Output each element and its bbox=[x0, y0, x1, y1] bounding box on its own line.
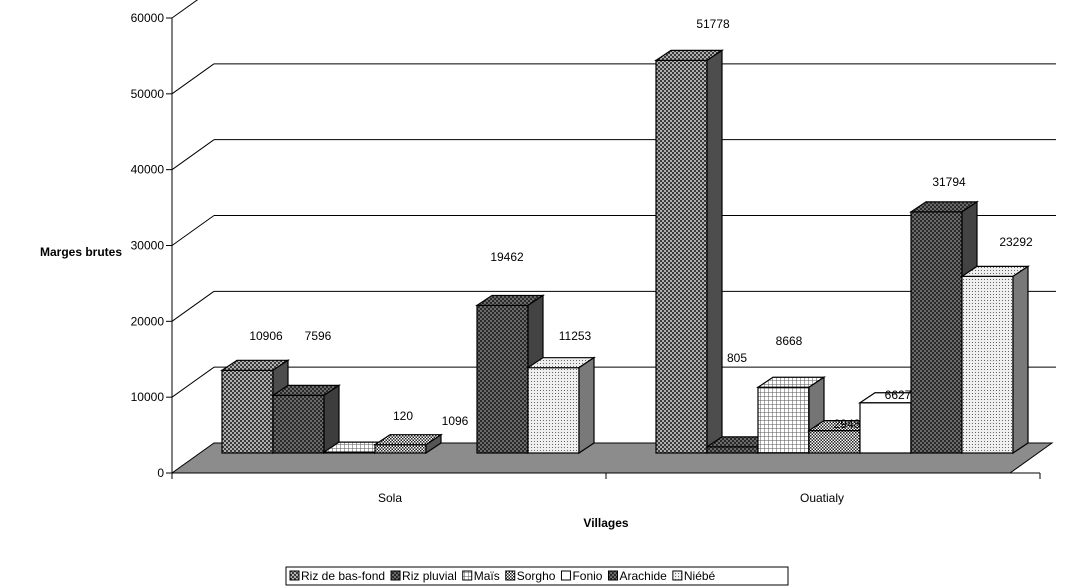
legend-swatch bbox=[672, 570, 683, 581]
legend-label: Maïs bbox=[474, 569, 500, 583]
gridline-side bbox=[171, 0, 199, 19]
y-tick-label: 30000 bbox=[131, 239, 165, 253]
legend-item: Riz pluvial bbox=[390, 569, 457, 583]
gridline-side bbox=[171, 366, 215, 398]
legend-label: Fonio bbox=[572, 569, 602, 583]
y-tick-label: 60000 bbox=[131, 11, 165, 25]
bar bbox=[373, 433, 443, 455]
data-label: 8668 bbox=[776, 334, 803, 348]
legend-label: Riz de bas-fond bbox=[301, 569, 385, 583]
data-label: 10906 bbox=[249, 329, 283, 343]
legend-label: Sorgho bbox=[517, 569, 556, 583]
y-tick-label: 40000 bbox=[131, 163, 165, 177]
data-label: 11253 bbox=[559, 329, 592, 343]
gridline-side bbox=[171, 215, 215, 246]
y-axis-title: Marges brutes bbox=[40, 245, 122, 259]
data-label: 1096 bbox=[442, 414, 469, 428]
y-tick-label: 50000 bbox=[131, 87, 165, 101]
legend-swatch bbox=[289, 570, 300, 581]
data-label: 6627 bbox=[885, 388, 912, 402]
data-label: 31794 bbox=[932, 175, 966, 189]
legend-box bbox=[285, 566, 789, 586]
bar bbox=[271, 384, 341, 455]
legend: Riz de bas-fond Riz pluvial Maïs Sorgho Foni… bbox=[285, 566, 789, 586]
y-tick-label: 20000 bbox=[131, 314, 165, 328]
legend-item: Maïs bbox=[462, 569, 500, 583]
x-axis-title: Villages bbox=[583, 516, 628, 530]
gridline-side bbox=[171, 63, 215, 95]
legend-swatch bbox=[505, 570, 516, 581]
data-label: 51778 bbox=[696, 17, 730, 31]
legend-item: Arachide bbox=[607, 569, 667, 583]
legend-swatch bbox=[462, 570, 473, 581]
legend-item: Riz de bas-fond bbox=[289, 569, 385, 583]
data-label: 19462 bbox=[490, 250, 524, 264]
data-labels: 10906 51778 7596 805 120 8668 1096 2948 6627 1946… bbox=[249, 17, 1033, 431]
y-axis: 0 10000 20000 30000 40000 50000 60000 bbox=[131, 11, 173, 480]
bar bbox=[654, 49, 724, 455]
legend-label: Niébé bbox=[684, 569, 716, 583]
y-tick-label: 0 bbox=[157, 466, 164, 480]
gridline-side bbox=[171, 290, 215, 322]
bar bbox=[526, 356, 596, 455]
y-tick-label: 10000 bbox=[131, 390, 165, 404]
x-tick-label: Sola bbox=[378, 491, 402, 505]
x-axis: Sola Ouatialy bbox=[171, 472, 1041, 505]
bar bbox=[960, 265, 1030, 455]
legend-label: Riz pluvial bbox=[402, 569, 457, 583]
legend-label: Arachide bbox=[619, 569, 667, 583]
legend-item: Fonio bbox=[560, 569, 603, 583]
data-label: 7596 bbox=[305, 329, 332, 343]
data-label: 23292 bbox=[999, 235, 1033, 249]
x-tick-label: Ouatialy bbox=[800, 491, 844, 505]
data-label: 120 bbox=[393, 409, 413, 423]
legend-item: Sorgho bbox=[505, 569, 556, 583]
legend-item: Niébé bbox=[672, 569, 716, 583]
legend-swatch bbox=[607, 570, 618, 581]
legend-swatch bbox=[560, 570, 571, 581]
data-label: 2948 bbox=[834, 417, 861, 431]
bar bbox=[756, 376, 826, 455]
legend-swatch bbox=[390, 570, 401, 581]
gridline-side bbox=[171, 139, 215, 171]
bars bbox=[220, 49, 1030, 455]
data-label: 805 bbox=[727, 351, 747, 365]
